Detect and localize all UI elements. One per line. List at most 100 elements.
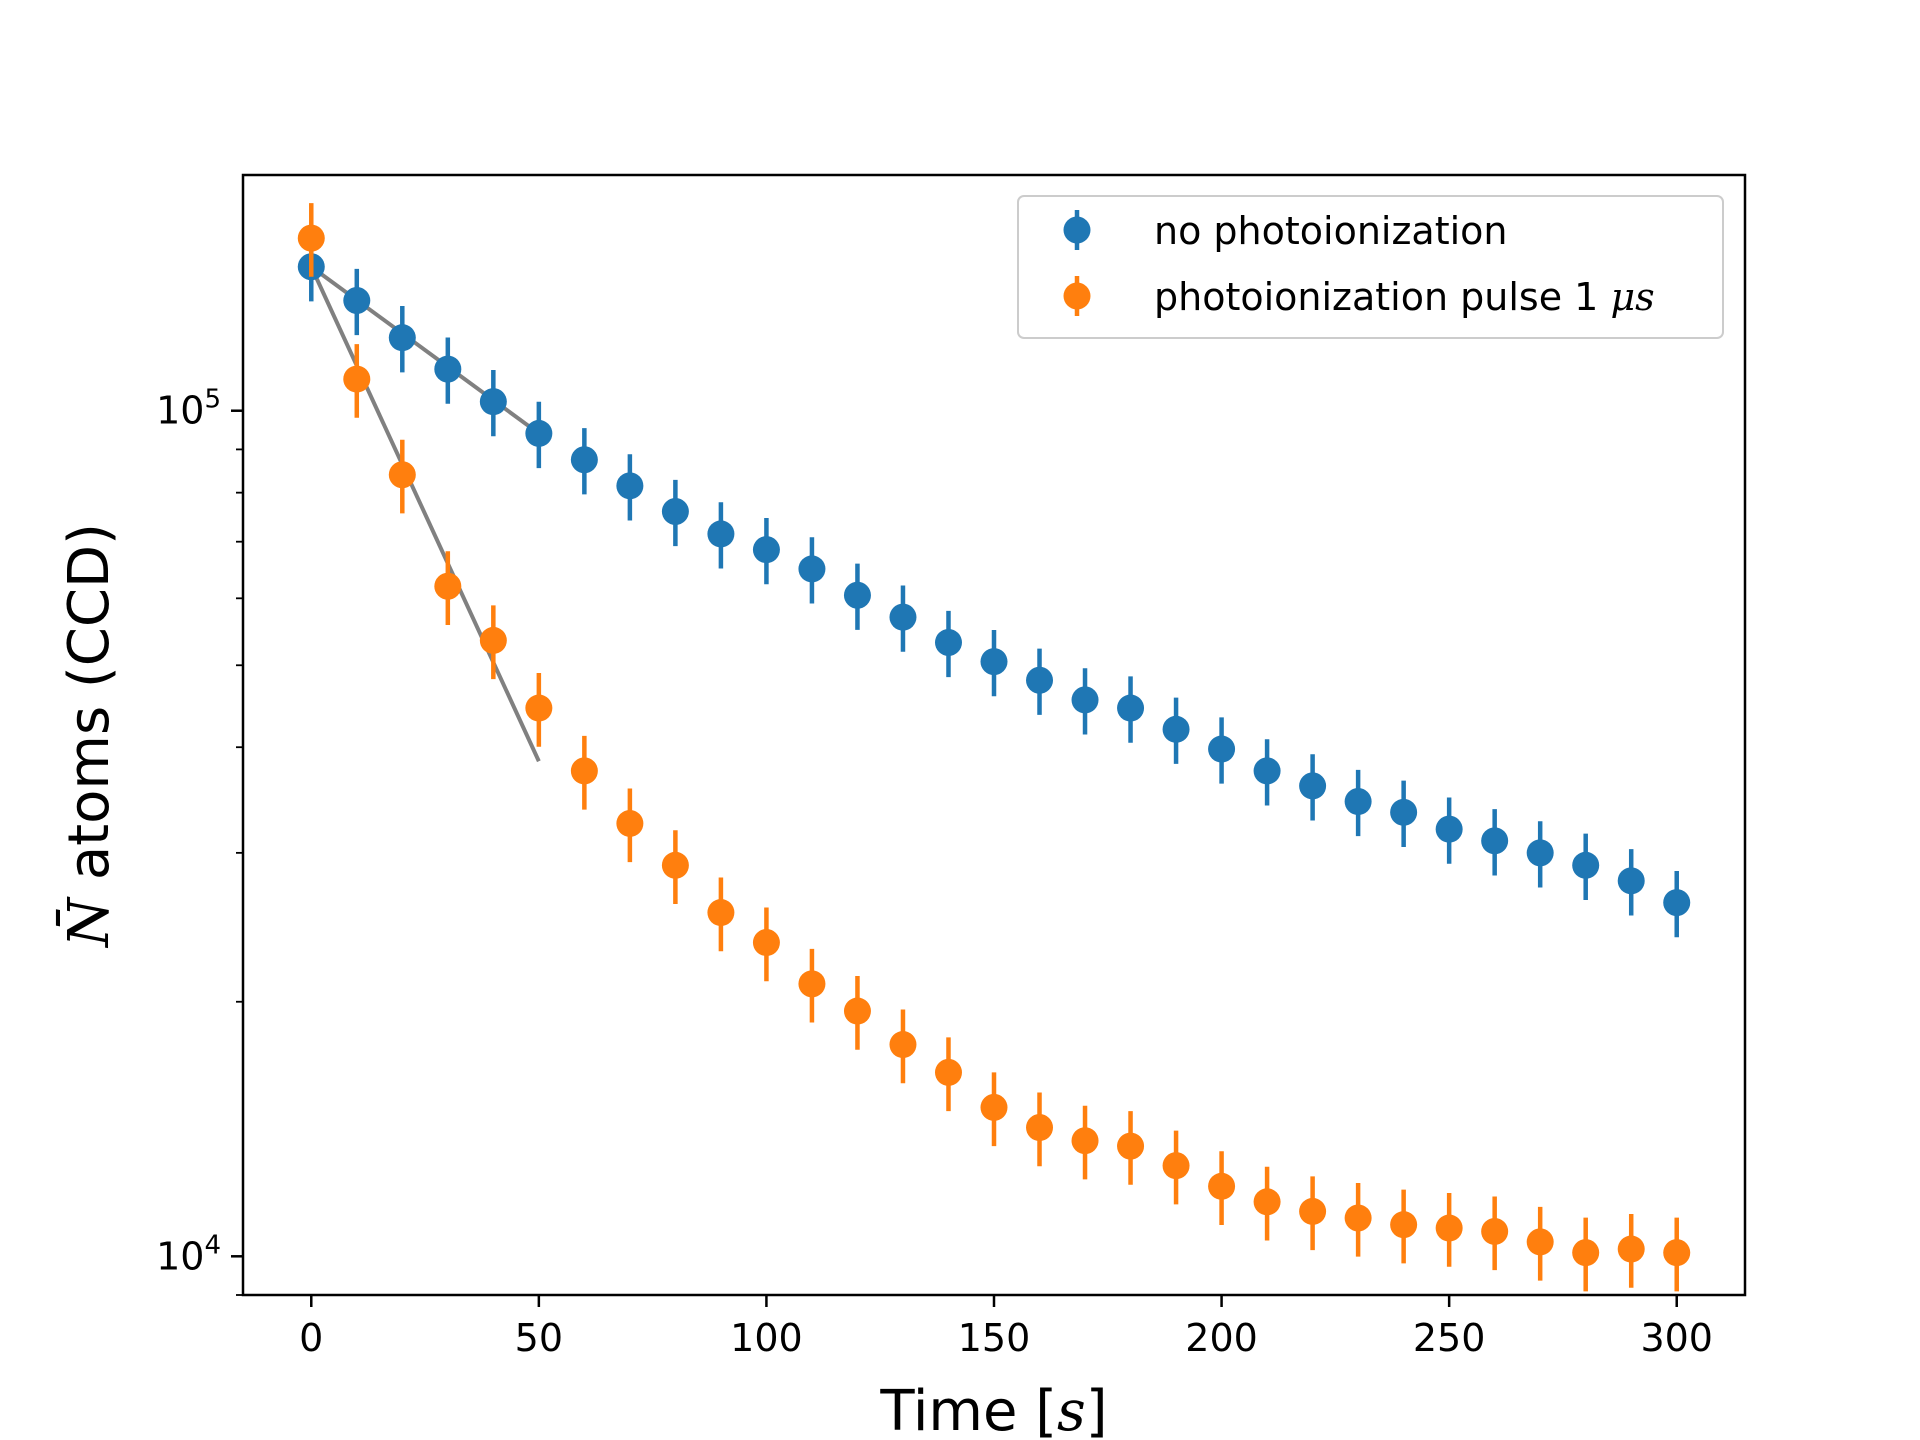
marker [570,446,598,474]
data-point [1117,1111,1145,1185]
marker [1299,1197,1327,1225]
y-axis-label: N̄ atoms (CCD) [55,523,122,949]
data-point [1435,1193,1463,1267]
data-point [616,454,644,521]
data-point [434,337,462,404]
data-point [752,907,780,982]
data-point [343,268,371,336]
data-point [1481,809,1509,876]
data-point [1344,1182,1372,1257]
legend-label-no-photoionization: no photoionization [1154,209,1508,253]
marker [1117,694,1145,722]
marker [1526,1228,1554,1256]
data-point [1663,870,1691,938]
x-axis-ticks: 0 50 100 150 200 250 300 [299,1295,1713,1360]
data-point [707,502,735,569]
data-point [1572,1217,1600,1292]
marker [752,536,780,564]
marker [434,572,462,600]
data-point [752,518,780,585]
data-point [661,479,689,547]
marker [1572,1239,1600,1267]
marker [616,809,644,837]
x-tick-label: 150 [958,1316,1031,1360]
data-point [980,629,1008,697]
marker [1435,1214,1463,1242]
data-point [388,439,416,514]
marker [434,355,462,383]
data-point [980,1072,1008,1147]
data-point [1390,1189,1418,1264]
data-point [889,1009,917,1084]
marker [707,899,735,927]
data-point [934,610,962,678]
marker [980,1093,1008,1121]
marker [1663,1239,1691,1267]
data-point [1299,1176,1327,1251]
data-point [1481,1196,1509,1271]
marker [1071,686,1099,714]
data-point [798,537,826,604]
data-point [1162,697,1190,764]
marker [980,648,1008,676]
data-point [434,551,462,625]
legend-marker-no-photoionization [1063,210,1091,250]
y-tick-label: 105 [156,385,221,433]
marker [798,970,826,998]
marker [1617,867,1645,895]
marker [1071,1127,1099,1155]
marker [1344,1204,1372,1232]
marker [707,520,735,548]
x-tick-label: 250 [1413,1316,1486,1360]
marker [889,1031,917,1059]
marker [1117,1132,1145,1160]
x-tick-label: 100 [730,1316,803,1360]
fit-line [309,265,541,763]
data-point [616,788,644,863]
marker [1526,839,1554,867]
marker [388,461,416,489]
legend-box [1017,195,1724,339]
data-point [1253,739,1281,806]
marker [889,603,917,631]
marker [1253,757,1281,785]
data-point [1026,1092,1054,1167]
marker [1208,1172,1236,1200]
data-point [661,830,689,904]
x-tick-label: 200 [1185,1316,1258,1360]
marker [661,851,689,879]
fit-lines [309,265,541,763]
marker [479,626,507,654]
data-series [297,203,1691,1292]
data-point [889,585,917,652]
legend: no photoionization photoionization pulse… [1017,195,1724,339]
marker [1390,1211,1418,1239]
data-point [1117,676,1145,743]
marker [525,694,553,722]
data-point [843,563,871,630]
data-point [1253,1166,1281,1241]
marker [1617,1235,1645,1263]
marker [525,419,553,447]
data-point [570,428,598,495]
marker [1026,1114,1054,1142]
marker [843,581,871,609]
marker [570,757,598,785]
series-no-photoionization [297,235,1691,938]
marker [1026,666,1054,694]
data-point [479,369,507,437]
marker [479,388,507,416]
marker [661,497,689,525]
marker [1663,889,1691,917]
legend-label-photoionization: photoionization pulse 1 μs [1154,275,1655,319]
y-axis-ticks: 104 105 [156,385,243,1296]
data-point [1617,1214,1645,1288]
data-point [1026,648,1054,715]
data-point [1344,769,1372,837]
data-point [525,401,553,469]
series-photoionization [297,203,1691,1292]
data-point [525,673,553,747]
data-point [1299,754,1327,821]
marker [1253,1188,1281,1216]
x-tick-label: 50 [515,1316,563,1360]
